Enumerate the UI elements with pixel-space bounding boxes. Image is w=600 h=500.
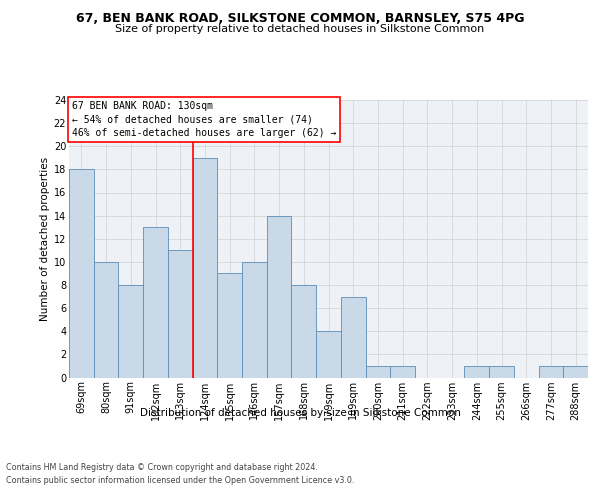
Bar <box>563 366 588 378</box>
Bar <box>489 366 514 378</box>
Text: Contains HM Land Registry data © Crown copyright and database right 2024.: Contains HM Land Registry data © Crown c… <box>6 464 318 472</box>
Y-axis label: Number of detached properties: Number of detached properties <box>40 156 50 321</box>
Bar <box>94 262 118 378</box>
Bar <box>143 227 168 378</box>
Text: 67 BEN BANK ROAD: 130sqm
← 54% of detached houses are smaller (74)
46% of semi-d: 67 BEN BANK ROAD: 130sqm ← 54% of detach… <box>71 102 336 138</box>
Bar <box>316 331 341 378</box>
Bar <box>193 158 217 378</box>
Bar <box>539 366 563 378</box>
Text: Distribution of detached houses by size in Silkstone Common: Distribution of detached houses by size … <box>140 408 460 418</box>
Text: 67, BEN BANK ROAD, SILKSTONE COMMON, BARNSLEY, S75 4PG: 67, BEN BANK ROAD, SILKSTONE COMMON, BAR… <box>76 12 524 26</box>
Bar <box>168 250 193 378</box>
Bar <box>242 262 267 378</box>
Bar <box>464 366 489 378</box>
Text: Size of property relative to detached houses in Silkstone Common: Size of property relative to detached ho… <box>115 24 485 34</box>
Bar <box>390 366 415 378</box>
Bar <box>341 296 365 378</box>
Bar <box>267 216 292 378</box>
Bar <box>118 285 143 378</box>
Bar <box>365 366 390 378</box>
Bar <box>69 170 94 378</box>
Bar <box>217 274 242 378</box>
Bar <box>292 285 316 378</box>
Text: Contains public sector information licensed under the Open Government Licence v3: Contains public sector information licen… <box>6 476 355 485</box>
